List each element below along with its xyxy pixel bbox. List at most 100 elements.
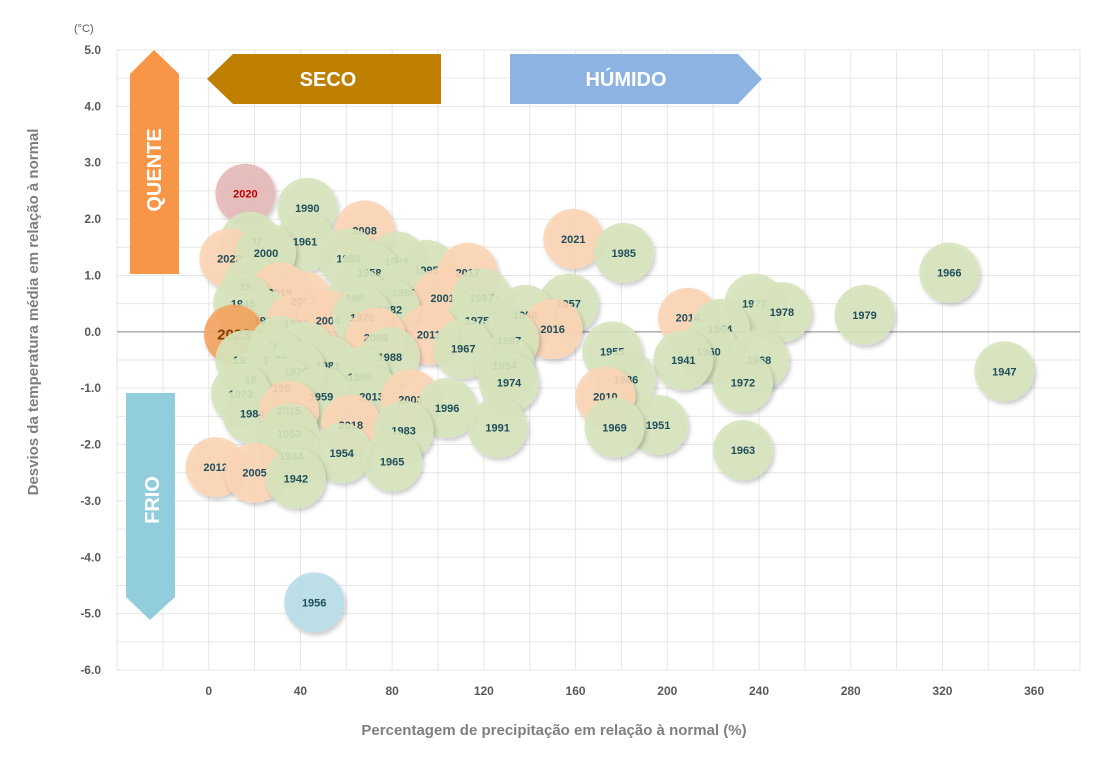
point-label: 1985	[611, 248, 635, 260]
point-1978: 1978	[751, 282, 812, 343]
point-label: 2000	[254, 248, 278, 260]
x-tick-label: 120	[474, 684, 494, 698]
y-axis-ticks: 5.0 4.0 3.0 2.0 1.0 0.0 -1.0 -2.0 -3.0 -4.0 -5.0 -6…	[80, 43, 101, 677]
point-bubble	[284, 572, 345, 633]
point-bubble	[593, 222, 654, 283]
point-1991: 1991	[467, 397, 528, 458]
point-bubble	[584, 397, 645, 458]
point-bubble	[834, 284, 895, 345]
point-label: 1942	[284, 473, 308, 485]
point-label: 1979	[852, 310, 876, 322]
point-1985: 1985	[593, 222, 654, 283]
point-1974: 1974	[479, 352, 540, 413]
point-bubble	[751, 282, 812, 343]
point-label: 1990	[295, 203, 319, 215]
y-tick-label: -4.0	[80, 550, 101, 564]
x-axis-ticks: 0 40 80 120 160 200 240 280 320 360	[205, 684, 1044, 698]
point-1979: 1979	[834, 284, 895, 345]
point-bubble	[712, 420, 773, 481]
point-bubble	[265, 448, 326, 509]
point-label: 1956	[302, 597, 326, 609]
x-tick-label: 280	[841, 684, 861, 698]
point-label: 1941	[671, 355, 695, 367]
y-tick-label: -6.0	[80, 663, 101, 677]
point-label: 1965	[380, 456, 404, 468]
point-1954: 1954	[311, 423, 372, 483]
point-bubble	[712, 352, 773, 413]
hot-arrow	[130, 50, 179, 274]
point-bubble	[311, 423, 372, 483]
x-tick-label: 160	[566, 684, 586, 698]
point-1941: 1941	[653, 330, 714, 390]
y-axis-label: Desvios da temperatura média em relação …	[25, 129, 42, 496]
point-bubble	[653, 330, 714, 390]
point-label: 1951	[646, 420, 670, 432]
y-tick-label: 2.0	[84, 212, 101, 226]
point-label: 1947	[992, 366, 1016, 378]
data-points: 2020199020081997196120222000199819481958…	[185, 163, 1035, 633]
point-label: 1966	[937, 268, 961, 280]
point-bubble	[628, 394, 689, 455]
point-1956: 1956	[284, 572, 345, 633]
y-tick-label: 3.0	[84, 156, 101, 170]
y-tick-label: -5.0	[80, 607, 101, 621]
point-label: 1991	[485, 423, 509, 435]
y-tick-label: 0.0	[84, 325, 101, 339]
y-tick-label: 4.0	[84, 99, 101, 113]
point-label: 2016	[540, 324, 564, 336]
point-bubble	[467, 397, 528, 458]
x-tick-label: 360	[1024, 684, 1044, 698]
y-tick-label: -1.0	[80, 381, 101, 395]
point-1965: 1965	[362, 431, 423, 492]
point-label: 2020	[233, 189, 257, 201]
point-bubble	[362, 431, 423, 492]
point-label: 1963	[731, 445, 755, 457]
x-tick-label: 320	[932, 684, 952, 698]
point-1969: 1969	[584, 397, 645, 458]
point-label: 2021	[561, 234, 585, 246]
cold-label: FRIO	[142, 476, 164, 524]
point-1963: 1963	[712, 420, 773, 481]
cold-arrow	[126, 393, 175, 620]
point-1947: 1947	[974, 341, 1035, 402]
x-tick-label: 40	[294, 684, 308, 698]
point-label: 2001	[430, 293, 454, 305]
x-axis-label: Percentagem de precipitação em relação à…	[361, 722, 746, 739]
y-tick-label: -3.0	[80, 494, 101, 508]
point-label: 1978	[770, 307, 794, 319]
point-bubble	[543, 208, 604, 269]
dry-arrow	[207, 54, 441, 104]
point-bubble	[919, 242, 980, 303]
y-unit-label: (°C)	[74, 23, 94, 35]
y-tick-label: 5.0	[84, 43, 101, 57]
x-tick-label: 80	[385, 684, 399, 698]
wet-arrow	[510, 54, 762, 104]
x-tick-label: 240	[749, 684, 769, 698]
point-label: 1996	[435, 403, 459, 415]
point-label: 2011	[417, 330, 441, 342]
point-label: 1954	[329, 448, 354, 460]
point-bubble	[215, 163, 276, 224]
x-tick-label: 0	[205, 684, 212, 698]
point-1966: 1966	[919, 242, 980, 303]
point-label: 1972	[731, 378, 755, 390]
point-2021: 2021	[543, 208, 604, 269]
y-tick-label: 1.0	[84, 268, 101, 282]
point-label: 2012	[203, 462, 227, 474]
point-1951: 1951	[628, 394, 689, 455]
dry-label: SECO	[300, 69, 357, 91]
wet-label: HÚMIDO	[585, 67, 666, 91]
x-tick-label: 200	[657, 684, 677, 698]
point-bubble	[974, 341, 1035, 402]
y-tick-label: -2.0	[80, 438, 101, 452]
point-label: 1969	[602, 423, 626, 435]
point-2020: 2020	[215, 163, 276, 224]
point-label: 1961	[293, 237, 317, 249]
point-label: 1974	[497, 378, 522, 390]
point-1972: 1972	[712, 352, 773, 413]
point-label: 1967	[451, 344, 475, 356]
hot-label: QUENTE	[144, 128, 166, 211]
point-label: 2005	[242, 468, 266, 480]
